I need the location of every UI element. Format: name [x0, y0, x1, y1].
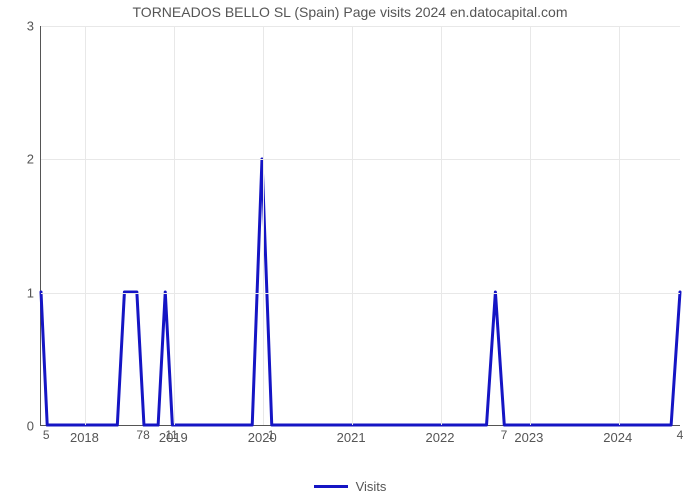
- chart-title: TORNEADOS BELLO SL (Spain) Page visits 2…: [0, 4, 700, 20]
- plot-area: [40, 26, 680, 426]
- gridline-v: [174, 26, 175, 425]
- data-point-label: 1: [268, 428, 275, 442]
- x-tick-label: 2024: [603, 430, 632, 445]
- y-tick-label: 1: [0, 285, 34, 300]
- data-point-label: 4: [677, 428, 684, 442]
- gridline-v: [85, 26, 86, 425]
- y-tick-label: 0: [0, 419, 34, 434]
- legend-swatch: [314, 485, 348, 488]
- legend-label: Visits: [356, 479, 387, 494]
- data-point-label: 78: [136, 428, 149, 442]
- data-point-label: 11: [165, 428, 177, 442]
- x-tick-label: 2021: [337, 430, 366, 445]
- gridline-h: [41, 159, 680, 160]
- x-tick-label: 2018: [70, 430, 99, 445]
- chart-container: TORNEADOS BELLO SL (Spain) Page visits 2…: [0, 0, 700, 500]
- gridline-v: [263, 26, 264, 425]
- x-tick-label: 2023: [514, 430, 543, 445]
- data-point-label: 5: [43, 428, 50, 442]
- x-tick-label: 2022: [426, 430, 455, 445]
- data-point-label: 7: [501, 428, 508, 442]
- gridline-v: [441, 26, 442, 425]
- gridline-v: [619, 26, 620, 425]
- gridline-h: [41, 293, 680, 294]
- gridline-v: [352, 26, 353, 425]
- gridline-v: [530, 26, 531, 425]
- line-series: [41, 26, 680, 425]
- legend: Visits: [0, 479, 700, 494]
- gridline-h: [41, 26, 680, 27]
- y-tick-label: 3: [0, 19, 34, 34]
- y-tick-label: 2: [0, 152, 34, 167]
